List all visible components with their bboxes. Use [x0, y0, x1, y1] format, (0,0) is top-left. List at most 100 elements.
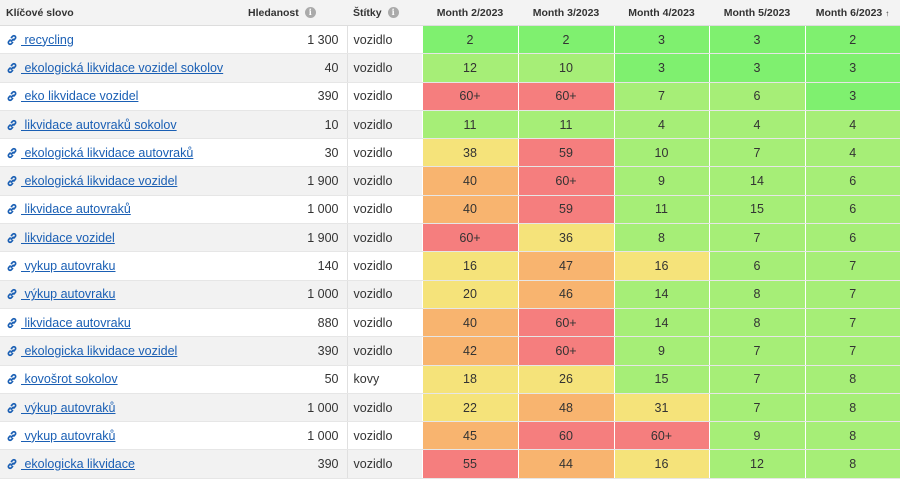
position-cell: 11 [421, 110, 518, 140]
position-cell: 3 [708, 25, 805, 55]
tag-cell: vozidlo [347, 53, 422, 83]
keyword-link[interactable]: kovošrot sokolov [21, 372, 118, 387]
position-cell: 3 [708, 53, 805, 83]
tag-cell: vozidlo [347, 280, 422, 309]
keyword-link[interactable]: likvidace autovraku [21, 315, 131, 330]
position-cell: 14 [613, 280, 709, 309]
keyword-cell: vykup autovraků [0, 421, 242, 451]
link-icon[interactable] [6, 119, 18, 131]
position-cell: 44 [517, 449, 614, 479]
search-volume-cell: 140 [242, 251, 348, 281]
link-icon[interactable] [6, 317, 18, 329]
position-cell: 12 [708, 449, 805, 479]
month-column-header[interactable]: Month 3/2023 [518, 0, 614, 26]
position-cell: 8 [613, 223, 709, 253]
search-volume-cell: 1 000 [242, 421, 348, 451]
keyword-link[interactable]: eko likvidace vozidel [21, 89, 139, 104]
table-row: ekologicka likvidace vozidel 390 vozidlo 42… [0, 336, 900, 366]
keyword-link[interactable]: vykup autovraku [21, 259, 116, 274]
info-icon[interactable]: i [304, 6, 316, 18]
keyword-cell: kovošrot sokolov [0, 365, 242, 394]
position-cell: 2 [517, 25, 614, 55]
keyword-link[interactable]: ekologicka likvidace [21, 457, 135, 472]
position-cell: 59 [517, 138, 614, 168]
link-icon[interactable] [6, 260, 18, 272]
keyword-link[interactable]: ekologicka likvidace vozidel [21, 343, 178, 358]
keyword-link[interactable]: likvidace autovraků sokolov [21, 117, 177, 132]
table-row: vykup autovraků 1 000 vozidlo 45 60 60+ 9 8 [0, 421, 900, 451]
position-cell: 7 [708, 365, 805, 394]
position-cell: 3 [804, 53, 900, 83]
link-icon[interactable] [6, 175, 18, 187]
keyword-link[interactable]: likvidace autovraků [21, 202, 131, 217]
search-volume-cell: 1 000 [242, 195, 348, 225]
month-column-header[interactable]: Month 6/2023 ↑ [805, 0, 900, 26]
link-icon[interactable] [6, 34, 18, 46]
search-volume-cell: 390 [242, 336, 348, 366]
keyword-link[interactable]: ekologická likvidace autovraků [21, 145, 194, 160]
position-cell: 8 [708, 308, 805, 338]
position-cell: 16 [613, 251, 709, 281]
keyword-cell: likvidace vozidel [0, 223, 242, 253]
link-icon[interactable] [6, 373, 18, 385]
link-icon[interactable] [6, 62, 18, 74]
table-row: likvidace autovraku 880 vozidlo 40 60+ 14 8 7 [0, 308, 900, 338]
link-icon[interactable] [6, 458, 18, 470]
link-icon[interactable] [6, 402, 18, 414]
month-column-header[interactable]: Month 2/2023 [422, 0, 518, 26]
link-icon[interactable] [6, 147, 18, 159]
table-row: ekologicka likvidace 390 vozidlo 55 44 16 12 8 [0, 449, 900, 479]
month-column-header[interactable]: Month 5/2023 [709, 0, 805, 26]
volume-column-header[interactable]: Hledanost i [242, 0, 347, 26]
tag-cell: vozidlo [347, 223, 422, 253]
search-volume-cell: 390 [242, 449, 348, 479]
tag-cell: vozidlo [347, 449, 422, 479]
sort-ascending-icon[interactable]: ↑ [885, 8, 890, 18]
position-cell: 36 [517, 223, 614, 253]
keyword-link[interactable]: ekologická likvidace vozidel sokolov [21, 60, 224, 75]
link-icon[interactable] [6, 430, 18, 442]
tag-cell: vozidlo [347, 421, 422, 451]
position-cell: 6 [708, 82, 805, 111]
position-cell: 2 [421, 25, 518, 55]
search-volume-cell: 1 000 [242, 393, 348, 423]
table-row: likvidace autovraků 1 000 vozidlo 40 59 11 15 6 [0, 195, 900, 225]
position-cell: 20 [421, 280, 518, 309]
position-cell: 4 [804, 110, 900, 140]
tags-column-header[interactable]: Štítky i [347, 0, 422, 26]
keyword-link[interactable]: výkup autovraků [21, 400, 116, 415]
position-cell: 4 [804, 138, 900, 168]
link-icon[interactable] [6, 345, 18, 357]
table-row: výkup autovraku 1 000 vozidlo 20 46 14 8 7 [0, 280, 900, 309]
keyword-cell: výkup autovraků [0, 393, 242, 423]
tag-cell: kovy [347, 365, 422, 394]
search-volume-cell: 30 [242, 138, 348, 168]
table-row: likvidace vozidel 1 900 vozidlo 60+ 36 8 7 6 [0, 223, 900, 253]
position-cell: 59 [517, 195, 614, 225]
position-cell: 7 [804, 308, 900, 338]
link-icon[interactable] [6, 90, 18, 102]
table-row: ekologická likvidace vozidel sokolov 40 vo… [0, 53, 900, 83]
table-row: výkup autovraků 1 000 vozidlo 22 48 31 7 8 [0, 393, 900, 423]
position-cell: 7 [804, 336, 900, 366]
keyword-link[interactable]: likvidace vozidel [21, 230, 115, 245]
tag-cell: vozidlo [347, 25, 422, 55]
keyword-link[interactable]: vykup autovraků [21, 428, 116, 443]
table-header-row: Klíčové slovo Hledanost i Štítky i Month 2… [0, 0, 900, 26]
keyword-link[interactable]: výkup autovraku [21, 287, 116, 302]
link-icon[interactable] [6, 288, 18, 300]
tag-cell: vozidlo [347, 251, 422, 281]
table-row: kovošrot sokolov 50 kovy 18 26 15 7 8 [0, 365, 900, 394]
position-cell: 60+ [517, 166, 614, 196]
position-cell: 40 [421, 308, 518, 338]
keyword-column-header[interactable]: Klíčové slovo [0, 0, 242, 26]
keyword-link[interactable]: recycling [21, 32, 74, 47]
position-cell: 16 [613, 449, 709, 479]
link-icon[interactable] [6, 203, 18, 215]
keyword-link[interactable]: ekologická likvidace vozidel [21, 174, 178, 189]
month-column-header[interactable]: Month 4/2023 [614, 0, 709, 26]
link-icon[interactable] [6, 232, 18, 244]
info-icon[interactable]: i [387, 6, 399, 18]
table-row: eko likvidace vozidel 390 vozidlo 60+ 60+ 7 6 3 [0, 82, 900, 111]
